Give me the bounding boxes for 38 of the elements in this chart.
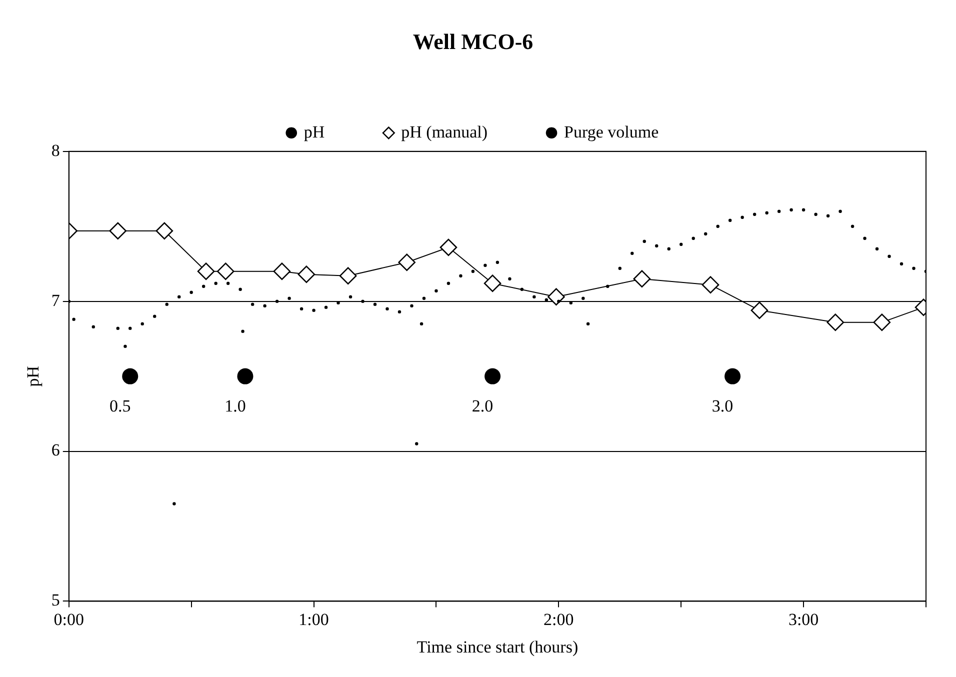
x-tick-label: 2:00 <box>544 610 574 629</box>
point <box>237 368 254 384</box>
annotation: 0.5 <box>109 396 131 416</box>
legend-label: Purge volume <box>564 122 659 142</box>
point <box>548 288 565 306</box>
y-tick-label: 7 <box>51 290 60 310</box>
point <box>197 262 215 280</box>
point <box>724 368 741 384</box>
point <box>398 254 416 271</box>
point <box>339 267 357 284</box>
y-tick-label: 8 <box>51 140 60 160</box>
x-tick-label: 3:00 <box>788 610 819 629</box>
annotation: 3.0 <box>712 396 734 416</box>
point <box>484 274 502 292</box>
point <box>156 222 174 240</box>
point <box>298 266 316 283</box>
y-tick-label: 5 <box>51 590 60 610</box>
point <box>873 314 891 331</box>
chart-title: Well MCO-6 <box>412 28 534 54</box>
x-tick-label: 1:00 <box>298 610 329 629</box>
point <box>484 368 501 384</box>
x-tick-label: 0:00 <box>54 610 84 629</box>
y-tick-label: 6 <box>51 440 60 460</box>
point <box>826 314 844 331</box>
point <box>216 262 234 280</box>
point <box>440 238 458 256</box>
y-axis-title: pH <box>24 366 43 387</box>
legend-label: pH <box>304 122 325 142</box>
point <box>273 262 291 280</box>
point <box>633 270 651 288</box>
point <box>750 302 768 319</box>
point <box>702 276 720 294</box>
annotation: 1.0 <box>224 396 246 416</box>
point <box>109 222 127 240</box>
legend-label: pH (manual) <box>401 122 488 142</box>
annotation: 2.0 <box>472 396 494 416</box>
x-axis-title: Time since start (hours) <box>416 637 578 656</box>
point <box>122 368 138 384</box>
